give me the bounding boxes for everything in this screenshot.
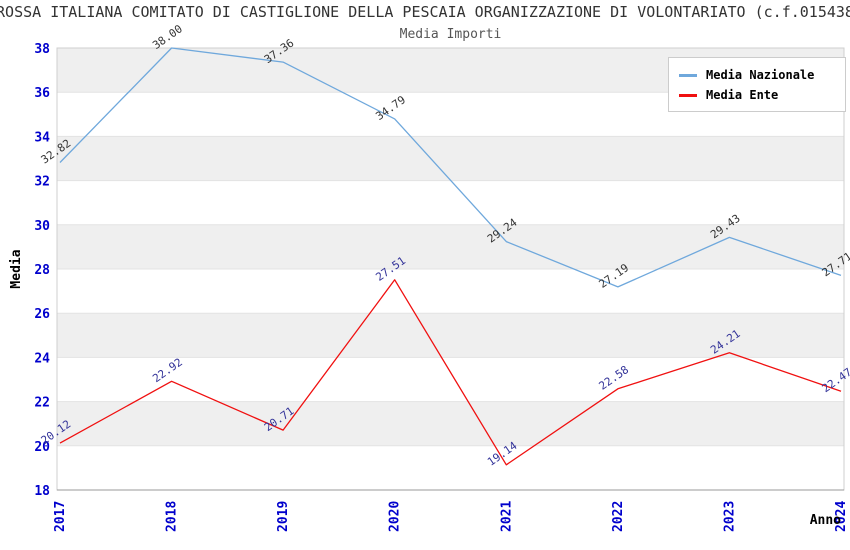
y-tick-label: 24 [34,351,50,366]
chart-title: ROSSA ITALIANA COMITATO DI CASTIGLIONE D… [0,3,850,21]
x-tick-label: 2022 [611,501,626,532]
series-line-media-nazionale [59,47,842,288]
y-tick-label: 32 [34,175,50,190]
y-tick-label: 20 [34,440,50,455]
x-tick-label: 2024 [834,501,849,532]
y-tick-label: 26 [34,307,50,322]
y-tick-labels: 18 20 22 24 26 28 30 32 34 36 38 [34,42,50,499]
series-line-media-ente [59,279,842,466]
chart-legend: Media Nazionale Media Ente [668,57,846,112]
x-tick-label: 2018 [165,501,180,532]
y-tick-label: 36 [34,86,50,101]
plot-band [57,180,844,225]
y-tick-label: 18 [34,484,50,499]
x-tick-label: 2019 [276,501,291,532]
y-axis-title: Media [9,249,24,288]
plot-band [57,357,844,402]
legend-item-media-nazionale: Media Nazionale [679,65,835,85]
legend-label-media-ente: Media Ente [706,88,779,102]
y-tick-label: 34 [34,130,50,145]
y-tick-label: 22 [34,396,50,411]
x-tick-label: 2023 [722,501,737,532]
x-tick-labels: 2017 2018 2019 2020 2021 2022 2023 2024 [53,501,849,532]
plot-band [57,445,844,490]
y-tick-label: 30 [34,219,50,234]
y-tick-label: 28 [34,263,50,278]
plot-band [57,401,844,446]
legend-swatch-media-ente [679,93,697,97]
x-tick-label: 2017 [53,501,68,532]
plot-band [57,136,844,181]
x-axis-title: Anno [810,513,841,528]
legend-swatch-media-nazionale [679,73,697,77]
plot-band [57,269,844,314]
legend-label-media-nazionale: Media Nazionale [706,68,815,82]
chart-subtitle: Media Importi [399,27,502,42]
plot-band [57,224,844,269]
plot-bands [57,48,844,490]
plot-band [57,313,844,358]
y-tick-label: 38 [34,42,50,57]
x-tick-label: 2020 [388,501,403,532]
x-tick-label: 2021 [499,501,514,532]
legend-item-media-ente: Media Ente [679,85,835,105]
